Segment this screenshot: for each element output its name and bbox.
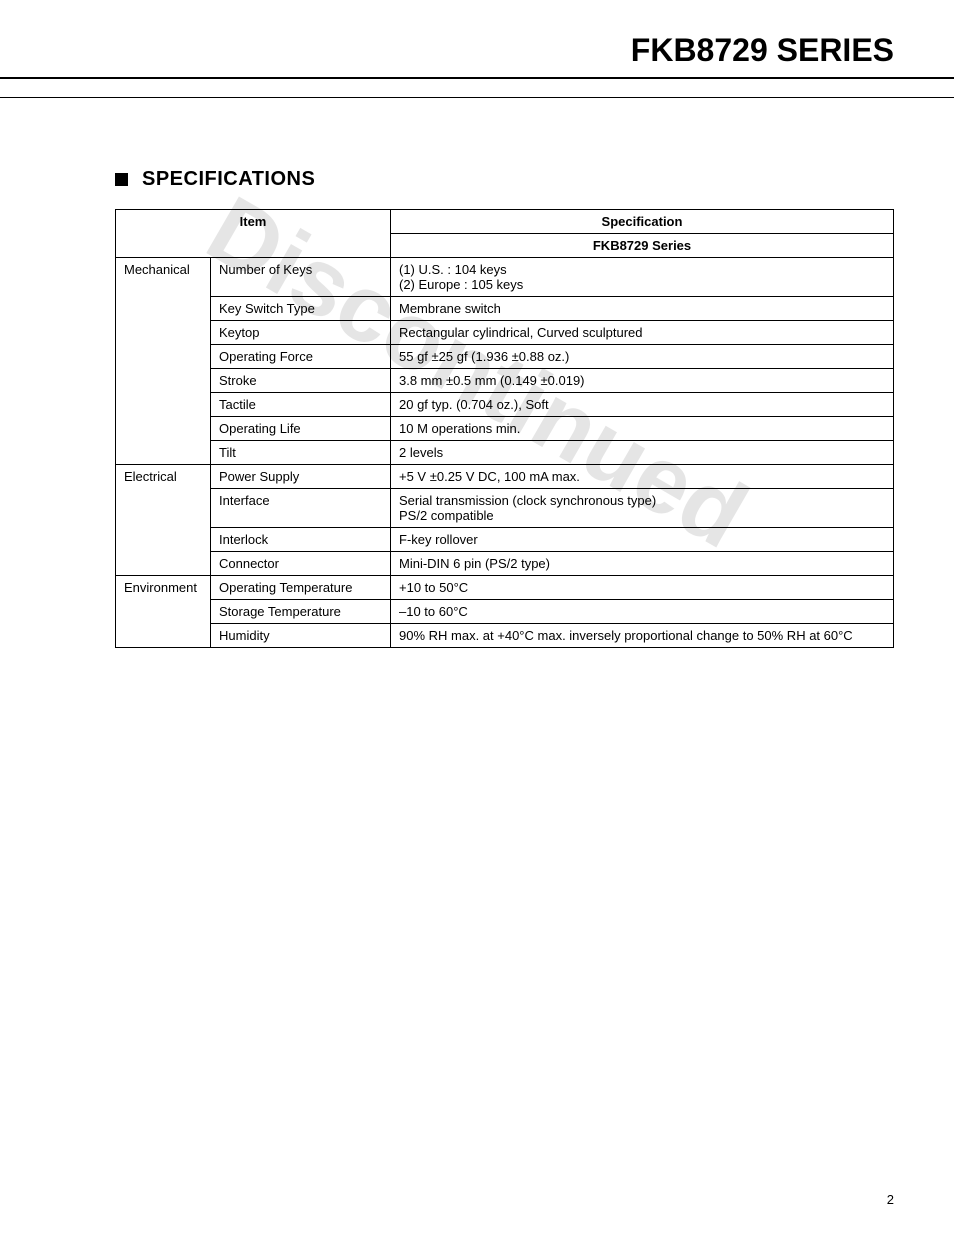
square-bullet-icon xyxy=(115,173,128,186)
table-row: ConnectorMini-DIN 6 pin (PS/2 type) xyxy=(116,552,894,576)
item-cell: Humidity xyxy=(211,624,391,648)
value-cell: F-key rollover xyxy=(391,528,894,552)
table-row: MechanicalNumber of Keys(1) U.S. : 104 k… xyxy=(116,258,894,297)
table-row: Key Switch TypeMembrane switch xyxy=(116,297,894,321)
table-row: Stroke3.8 mm ±0.5 mm (0.149 ±0.019) xyxy=(116,369,894,393)
item-cell: Key Switch Type xyxy=(211,297,391,321)
table-row: EnvironmentOperating Temperature+10 to 5… xyxy=(116,576,894,600)
table-row: Humidity90% RH max. at +40°C max. invers… xyxy=(116,624,894,648)
category-cell: Mechanical xyxy=(116,258,211,465)
value-cell: 10 M operations min. xyxy=(391,417,894,441)
category-cell: Environment xyxy=(116,576,211,648)
table-row: ElectricalPower Supply+5 V ±0.25 V DC, 1… xyxy=(116,465,894,489)
table-row: Tactile20 gf typ. (0.704 oz.), Soft xyxy=(116,393,894,417)
table-row: KeytopRectangular cylindrical, Curved sc… xyxy=(116,321,894,345)
table-header-series: FKB8729 Series xyxy=(391,234,894,258)
item-cell: Operating Life xyxy=(211,417,391,441)
item-cell: Operating Temperature xyxy=(211,576,391,600)
value-cell: Mini-DIN 6 pin (PS/2 type) xyxy=(391,552,894,576)
table-row: InterfaceSerial transmission (clock sync… xyxy=(116,489,894,528)
table-header-row-1: Item Specification xyxy=(116,210,894,234)
category-cell: Electrical xyxy=(116,465,211,576)
item-cell: Interlock xyxy=(211,528,391,552)
item-cell: Connector xyxy=(211,552,391,576)
header-rule-thick xyxy=(0,77,954,79)
content-region: SPECIFICATIONS Item Specification FKB872… xyxy=(0,98,954,648)
page-header: FKB8729 SERIES xyxy=(0,0,954,98)
value-cell: 90% RH max. at +40°C max. inversely prop… xyxy=(391,624,894,648)
item-cell: Keytop xyxy=(211,321,391,345)
item-cell: Tactile xyxy=(211,393,391,417)
section-title: SPECIFICATIONS xyxy=(142,168,315,191)
item-cell: Stroke xyxy=(211,369,391,393)
value-cell: –10 to 60°C xyxy=(391,600,894,624)
value-cell: Rectangular cylindrical, Curved sculptur… xyxy=(391,321,894,345)
table-row: InterlockF-key rollover xyxy=(116,528,894,552)
table-row: Storage Temperature–10 to 60°C xyxy=(116,600,894,624)
value-cell: 20 gf typ. (0.704 oz.), Soft xyxy=(391,393,894,417)
table-header-item: Item xyxy=(116,210,391,258)
item-cell: Interface xyxy=(211,489,391,528)
value-cell: 55 gf ±25 gf (1.936 ±0.88 oz.) xyxy=(391,345,894,369)
item-cell: Operating Force xyxy=(211,345,391,369)
value-cell: Serial transmission (clock synchronous t… xyxy=(391,489,894,528)
value-cell: 3.8 mm ±0.5 mm (0.149 ±0.019) xyxy=(391,369,894,393)
item-cell: Storage Temperature xyxy=(211,600,391,624)
table-row: Operating Life10 M operations min. xyxy=(116,417,894,441)
table-row: Operating Force55 gf ±25 gf (1.936 ±0.88… xyxy=(116,345,894,369)
page-number: 2 xyxy=(887,1192,894,1207)
table-row: Tilt2 levels xyxy=(116,441,894,465)
section-heading: SPECIFICATIONS xyxy=(115,168,894,191)
value-cell: 2 levels xyxy=(391,441,894,465)
item-cell: Number of Keys xyxy=(211,258,391,297)
item-cell: Power Supply xyxy=(211,465,391,489)
value-cell: Membrane switch xyxy=(391,297,894,321)
item-cell: Tilt xyxy=(211,441,391,465)
value-cell: (1) U.S. : 104 keys (2) Europe : 105 key… xyxy=(391,258,894,297)
value-cell: +5 V ±0.25 V DC, 100 mA max. xyxy=(391,465,894,489)
series-title: FKB8729 SERIES xyxy=(0,32,954,77)
specifications-table: Item Specification FKB8729 Series Mechan… xyxy=(115,209,894,648)
value-cell: +10 to 50°C xyxy=(391,576,894,600)
table-header-spec: Specification xyxy=(391,210,894,234)
